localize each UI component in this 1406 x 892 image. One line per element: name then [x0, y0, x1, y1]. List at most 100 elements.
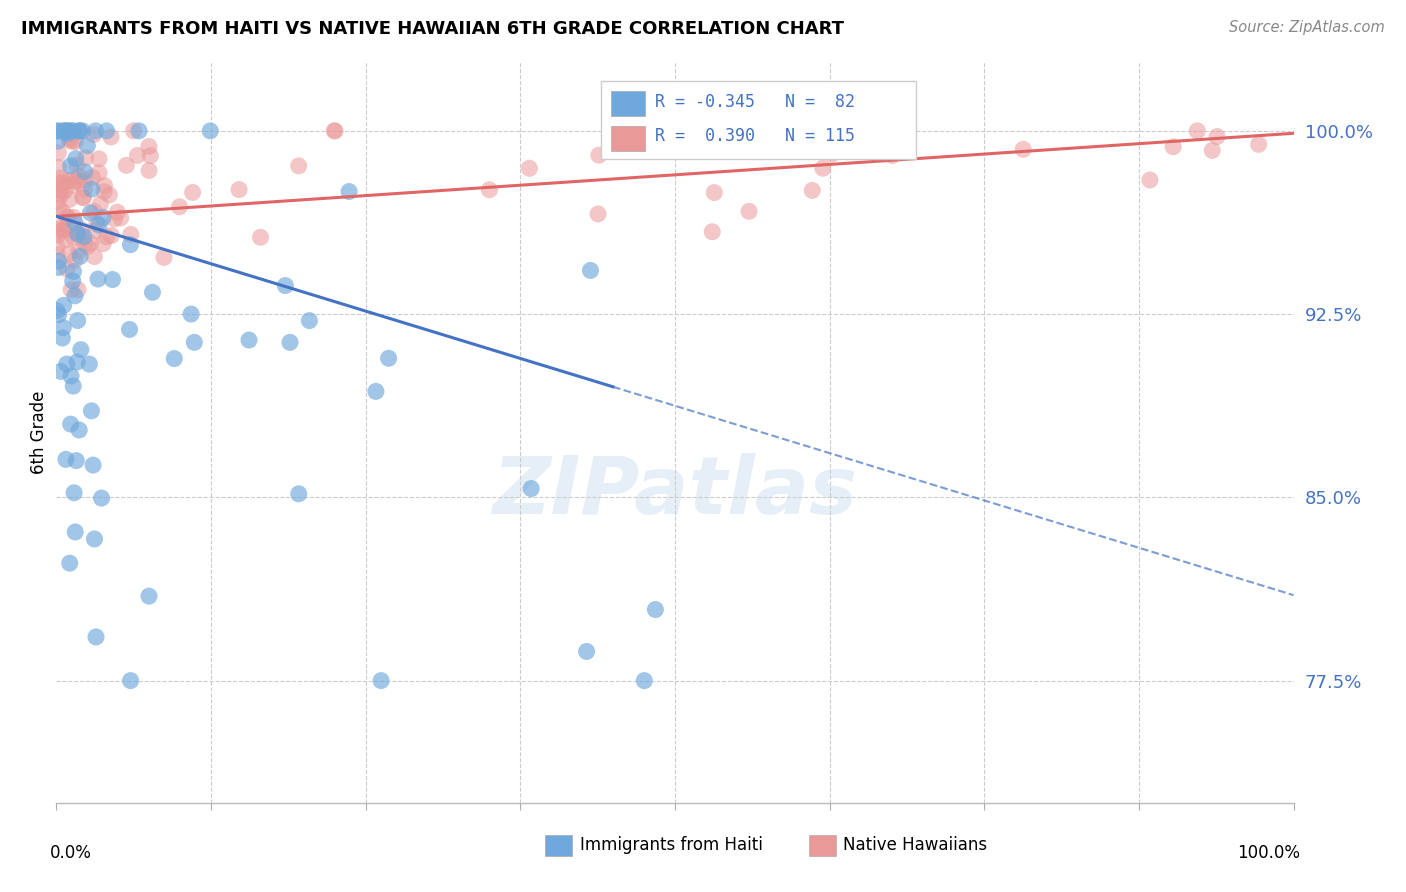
- Point: [51, 224, 73, 238]
- Point: [62, 379, 84, 393]
- Point: [84, 224, 107, 238]
- Point: [80, 404, 103, 418]
- Point: [91, 236, 114, 251]
- Point: [181, 186, 204, 200]
- Point: [96, 124, 118, 138]
- Point: [76, 138, 98, 153]
- Point: [67, 423, 90, 437]
- Text: R =  0.390   N = 115: R = 0.390 N = 115: [655, 128, 855, 145]
- Point: [56, 262, 79, 277]
- Point: [1206, 129, 1229, 144]
- Bar: [610, 91, 645, 117]
- Point: [87, 152, 110, 166]
- Point: [98, 188, 121, 202]
- Point: [228, 183, 250, 197]
- Point: [59, 556, 82, 570]
- Point: [66, 283, 89, 297]
- Point: [83, 250, 105, 264]
- Text: IMMIGRANTS FROM HAITI VS NATIVE HAWAIIAN 6TH GRADE CORRELATION CHART: IMMIGRANTS FROM HAITI VS NATIVE HAWAIIAN…: [21, 20, 844, 37]
- Point: [84, 124, 107, 138]
- Point: [82, 458, 104, 472]
- Point: [811, 161, 834, 176]
- Point: [70, 223, 93, 237]
- Point: [69, 343, 91, 357]
- Point: [287, 159, 309, 173]
- Text: Native Hawaiians: Native Hawaiians: [844, 836, 987, 854]
- Point: [62, 274, 84, 288]
- Point: [56, 211, 79, 225]
- Point: [55, 124, 77, 138]
- Point: [128, 124, 150, 138]
- Point: [163, 351, 186, 366]
- Point: [49, 184, 72, 198]
- Point: [46, 177, 69, 191]
- Point: [337, 185, 360, 199]
- Point: [58, 246, 80, 260]
- Point: [58, 173, 80, 187]
- Point: [287, 487, 309, 501]
- Point: [49, 177, 72, 191]
- Point: [60, 369, 83, 384]
- Point: [69, 249, 91, 263]
- Point: [238, 333, 260, 347]
- Text: 0.0%: 0.0%: [51, 844, 91, 862]
- Point: [66, 313, 89, 327]
- Point: [45, 222, 67, 236]
- Point: [62, 230, 84, 244]
- Point: [62, 211, 84, 225]
- Bar: [610, 126, 645, 152]
- Point: [45, 124, 67, 138]
- Point: [62, 178, 84, 192]
- Point: [93, 185, 115, 199]
- Point: [49, 170, 72, 185]
- Point: [58, 175, 80, 189]
- Point: [138, 163, 160, 178]
- Point: [127, 148, 149, 162]
- Point: [65, 524, 87, 539]
- Point: [91, 211, 114, 225]
- Point: [59, 124, 82, 138]
- Point: [48, 124, 70, 138]
- Point: [56, 124, 79, 138]
- Text: Source: ZipAtlas.com: Source: ZipAtlas.com: [1229, 20, 1385, 35]
- Point: [55, 357, 77, 371]
- Point: [115, 158, 138, 172]
- Point: [86, 217, 108, 231]
- Point: [89, 218, 111, 232]
- Point: [110, 211, 132, 225]
- Point: [51, 331, 73, 345]
- Point: [90, 491, 112, 505]
- Point: [896, 126, 918, 140]
- Point: [60, 124, 83, 138]
- Point: [59, 159, 82, 173]
- Point: [298, 313, 321, 327]
- Point: [73, 164, 96, 178]
- Point: [138, 139, 160, 153]
- Point: [1139, 173, 1161, 187]
- Point: [141, 285, 163, 300]
- Point: [67, 174, 90, 188]
- Point: [200, 124, 222, 138]
- Point: [48, 308, 70, 322]
- Point: [62, 124, 84, 138]
- Point: [377, 351, 399, 366]
- Point: [83, 532, 105, 546]
- Point: [770, 139, 793, 153]
- Point: [46, 134, 69, 148]
- Point: [48, 254, 70, 268]
- Point: [633, 673, 655, 688]
- Point: [63, 215, 86, 229]
- Point: [53, 124, 76, 138]
- Point: [105, 205, 128, 219]
- Point: [53, 185, 76, 199]
- FancyBboxPatch shape: [600, 81, 917, 159]
- Point: [120, 237, 142, 252]
- Point: [65, 152, 87, 166]
- Point: [69, 124, 91, 138]
- Point: [66, 355, 89, 369]
- Point: [323, 124, 346, 138]
- Point: [46, 303, 69, 318]
- Point: [67, 124, 90, 138]
- Point: [67, 124, 90, 138]
- Point: [76, 239, 98, 253]
